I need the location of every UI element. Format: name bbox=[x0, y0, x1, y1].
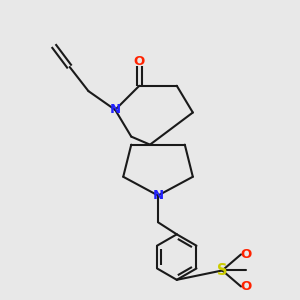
Text: O: O bbox=[134, 55, 145, 68]
Text: O: O bbox=[240, 280, 251, 293]
Text: N: N bbox=[110, 103, 121, 116]
Text: N: N bbox=[152, 189, 164, 202]
Text: O: O bbox=[240, 248, 251, 261]
Text: S: S bbox=[217, 263, 227, 278]
